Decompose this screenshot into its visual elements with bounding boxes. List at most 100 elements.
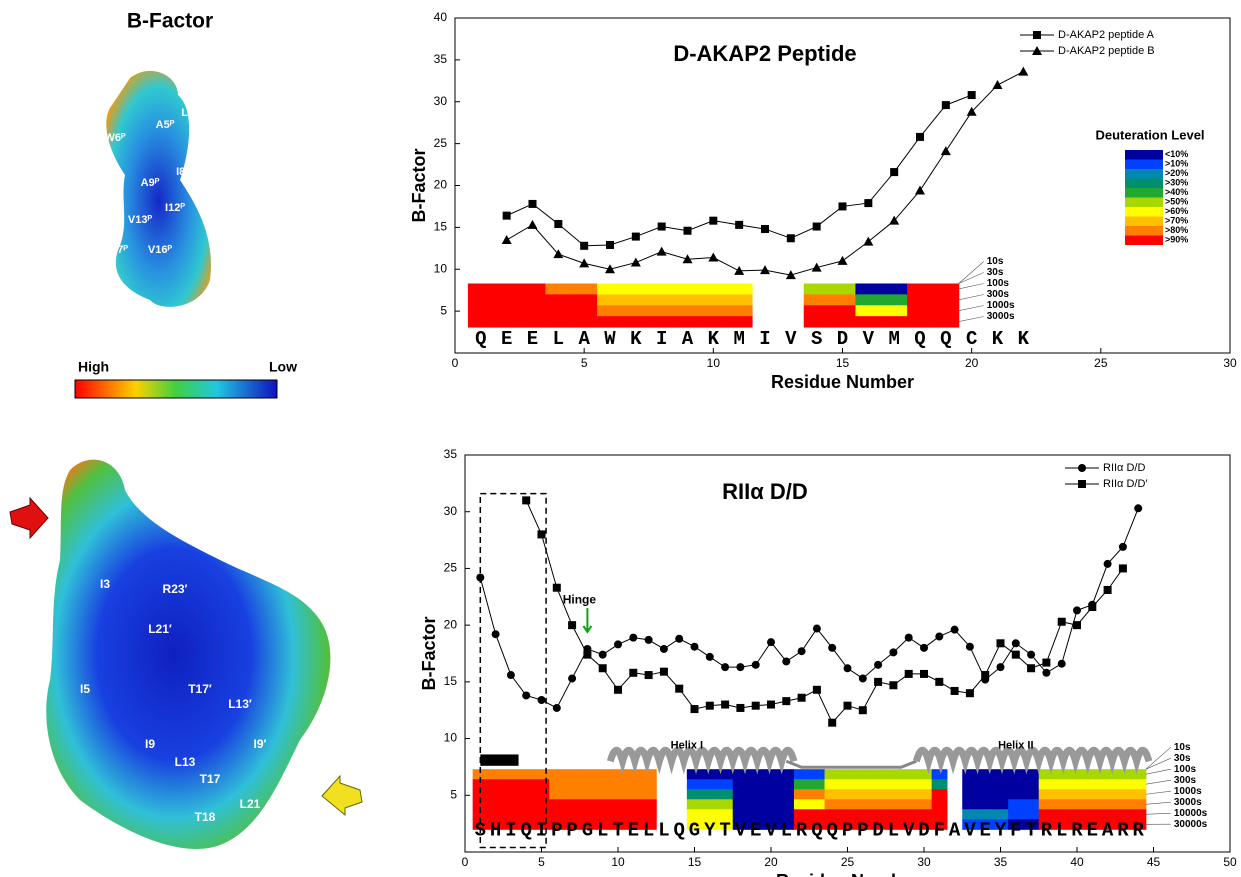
marker <box>965 642 974 651</box>
marker <box>967 91 976 100</box>
heat-cell <box>809 799 826 810</box>
marker <box>631 232 640 241</box>
heat-cell <box>1023 809 1040 820</box>
time-label: 3000s <box>1174 797 1202 808</box>
marker <box>767 638 775 647</box>
heat-cell <box>518 809 535 820</box>
heat-cell <box>962 779 979 790</box>
x-tick-label: 10 <box>707 356 721 370</box>
heat-cell <box>597 316 624 328</box>
heat-cell <box>579 779 596 790</box>
marker <box>864 199 873 208</box>
residue-label: I12ᴾ <box>165 202 185 214</box>
marker <box>785 270 796 280</box>
heat-cell <box>564 769 581 780</box>
marker <box>1011 639 1020 648</box>
marker <box>1088 602 1097 611</box>
heat-cell <box>519 294 546 306</box>
heat-cell <box>1130 799 1147 810</box>
residue-letter: R <box>1041 819 1053 841</box>
heat-cell <box>839 809 856 820</box>
heat-cell <box>579 799 596 810</box>
residue-letter: A <box>1102 819 1114 841</box>
heat-cell <box>1099 809 1116 820</box>
residue-letter: L <box>597 819 608 841</box>
x-tick-label: 40 <box>1070 855 1084 869</box>
heat-cell <box>564 819 581 830</box>
marker <box>598 650 607 659</box>
residue-letter: P <box>551 819 562 841</box>
heat-cell <box>700 316 727 328</box>
residue-label: V16ᴾ <box>148 244 173 256</box>
heat-cell <box>487 789 504 800</box>
time-label: 10000s <box>1174 808 1208 819</box>
marker <box>690 705 699 714</box>
heat-cell <box>732 819 749 830</box>
marker <box>659 644 668 653</box>
heat-cell <box>472 819 489 830</box>
marker <box>736 703 745 712</box>
x-tick-label: 30 <box>1223 356 1237 370</box>
marker <box>751 701 760 710</box>
residue-label: L3ᴾ <box>181 107 199 119</box>
heat-cell <box>763 779 780 790</box>
x-tick-label: 35 <box>994 855 1008 869</box>
y-tick-label: 10 <box>444 731 458 745</box>
residue-letter: V <box>735 819 747 841</box>
heat-cell <box>732 789 749 800</box>
residue-letter: V <box>785 328 797 350</box>
heat-cell <box>839 789 856 800</box>
time-connector <box>1145 790 1171 795</box>
heat-cell <box>610 799 627 810</box>
heat-cell <box>595 789 611 800</box>
heat-cell <box>907 283 934 295</box>
heat-cell <box>885 789 902 800</box>
marker <box>1118 564 1127 573</box>
heat-cell <box>610 769 627 780</box>
heat-cell <box>748 789 764 800</box>
marker <box>1042 668 1051 677</box>
marker <box>786 234 795 243</box>
marker <box>528 199 537 208</box>
legend-swatch <box>1125 188 1163 198</box>
legend-label: >30% <box>1165 178 1188 188</box>
marker <box>965 689 974 698</box>
heat-cell <box>674 305 701 317</box>
heat-cell <box>748 809 764 820</box>
heat-cell <box>472 809 489 820</box>
time-label: 10s <box>1174 742 1191 753</box>
heat-cell <box>855 305 882 317</box>
marker <box>812 624 821 633</box>
heat-cell <box>901 769 917 780</box>
marker <box>721 700 730 709</box>
heat-cell <box>793 799 810 810</box>
heat-cell <box>885 769 902 780</box>
residue-label: I3 <box>100 577 110 591</box>
marker <box>537 530 546 539</box>
x-tick-label: 20 <box>764 855 778 869</box>
arrow <box>9 496 49 540</box>
heat-cell <box>809 809 826 820</box>
marker <box>1057 659 1066 668</box>
marker <box>554 220 563 229</box>
marker <box>734 265 745 275</box>
loop <box>785 759 917 769</box>
y-axis-label: B-Factor <box>409 148 429 222</box>
heat-cell <box>595 799 611 810</box>
heat-cell <box>1008 819 1024 830</box>
heat-cell <box>992 769 1009 780</box>
heat-cell <box>829 316 856 328</box>
heat-cell <box>901 779 917 790</box>
heat-cell <box>579 809 596 820</box>
heat-cell <box>803 305 831 317</box>
residue-label: R23′ <box>163 582 188 596</box>
residue-letter: Q <box>811 819 822 841</box>
heat-cell <box>1099 799 1116 810</box>
residue-letter: K <box>630 328 642 350</box>
marker <box>761 225 769 234</box>
heat-cell <box>855 779 871 790</box>
x-tick-label: 5 <box>538 855 545 869</box>
y-tick-label: 20 <box>434 178 448 192</box>
heat-cell <box>564 799 581 810</box>
marker <box>502 211 511 220</box>
